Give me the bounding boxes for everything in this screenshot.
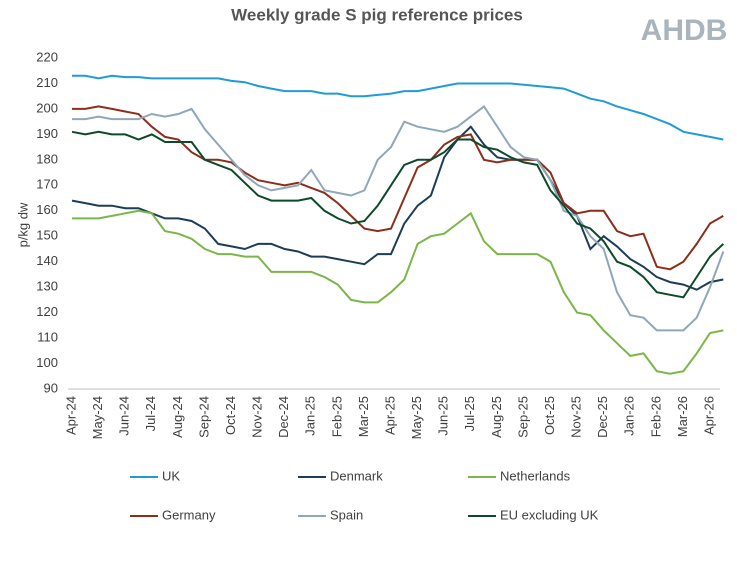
y-tick-label: 140	[36, 253, 58, 268]
x-tick-label: Dec-24	[276, 396, 291, 438]
series-line	[71, 130, 724, 299]
x-tick-label: Dec-25	[595, 396, 610, 438]
x-tick-label: Apr-26	[701, 396, 716, 435]
x-tick-label: Feb-25	[329, 396, 344, 437]
x-tick-label: Nov-25	[569, 396, 584, 438]
y-tick-label: 110	[37, 330, 58, 345]
y-tick-label: 120	[36, 304, 58, 319]
x-tick-label: Sep-25	[515, 396, 530, 438]
legend-label: Germany	[162, 507, 216, 522]
x-tick-label: Apr-24	[63, 396, 78, 435]
x-tick-label: Jul-25	[462, 396, 477, 431]
y-tick-label: 170	[36, 177, 58, 192]
series-line	[72, 74, 724, 141]
y-tick-label: 200	[36, 100, 58, 115]
y-tick-label: 180	[36, 151, 58, 166]
series-line	[72, 105, 724, 271]
x-tick-label: Sep-24	[196, 396, 211, 438]
legend-label: UK	[162, 468, 180, 483]
x-tick-label: Jan-26	[622, 396, 637, 436]
x-tick-label: Oct-24	[223, 396, 238, 435]
series-line	[72, 209, 724, 375]
y-tick-label: 160	[36, 202, 58, 217]
chart-title: Weekly grade S pig reference prices	[231, 5, 523, 24]
x-tick-label: Oct-25	[542, 396, 557, 435]
y-tick-label: 150	[36, 228, 58, 243]
x-tick-label: Feb-26	[648, 396, 663, 437]
x-tick-label: Mar-26	[675, 396, 690, 437]
x-tick-label: Nov-24	[250, 396, 265, 438]
series-line	[72, 104, 725, 332]
x-tick-label: Apr-25	[382, 396, 397, 435]
y-tick-label: 130	[36, 279, 58, 294]
legend-label: Netherlands	[500, 468, 571, 483]
x-tick-label: Mar-25	[356, 396, 371, 437]
y-tick-label: 210	[36, 75, 58, 90]
x-tick-label: Aug-24	[170, 396, 185, 438]
y-tick-label: 90	[44, 380, 58, 395]
series-line	[71, 125, 724, 291]
x-tick-label: May-25	[409, 396, 424, 439]
x-tick-label: May-24	[90, 396, 105, 439]
legend-label: EU excluding UK	[500, 507, 599, 522]
y-tick-label: 100	[36, 355, 58, 370]
x-tick-label: Jun-25	[436, 396, 451, 436]
x-tick-label: Jul-24	[143, 396, 158, 431]
logo: AHDB	[641, 14, 728, 47]
legend-label: Denmark	[330, 468, 383, 483]
x-tick-label: Jan-25	[303, 396, 318, 436]
y-tick-label: 220	[36, 49, 58, 64]
legend-label: Spain	[330, 507, 363, 522]
y-axis-label: p/kg dw	[15, 202, 30, 247]
x-tick-label: Aug-25	[489, 396, 504, 438]
y-tick-label: 190	[36, 126, 58, 141]
x-tick-label: Jun-24	[117, 396, 132, 436]
